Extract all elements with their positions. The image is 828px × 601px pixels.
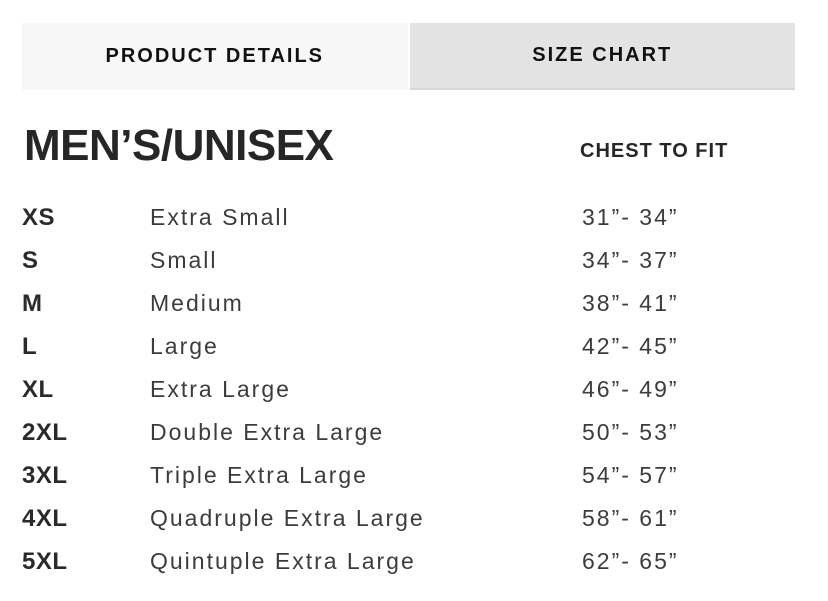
size-code-cell: M [22,289,43,317]
table-row: S Small 34”- 37” [22,239,828,282]
size-name-cell: Large [150,333,219,359]
size-code-cell: L [22,332,38,360]
size-name-cell: Double Extra Large [150,419,385,445]
table-row: XS Extra Small 31”- 34” [22,196,828,239]
tab-product-details[interactable]: PRODUCT DETAILS [22,23,408,90]
chest-range-cell: 62”- 65” [582,548,679,574]
table-row: 4XL Quadruple Extra Large 58”- 61” [22,497,828,540]
table-row: L Large 42”- 45” [22,325,828,368]
size-code-cell: 3XL [22,461,68,489]
size-code-cell: XS [22,203,56,231]
table-row: 3XL Triple Extra Large 54”- 57” [22,454,828,497]
chest-range-cell: 58”- 61” [582,505,679,531]
chest-range-cell: 50”- 53” [582,419,679,445]
chest-range-cell: 31”- 34” [582,204,679,230]
table-row: 2XL Double Extra Large 50”- 53” [22,411,828,454]
table-row: 5XL Quintuple Extra Large 62”- 65” [22,540,828,583]
size-name-cell: Extra Large [150,376,291,402]
chest-range-cell: 38”- 41” [582,290,679,316]
size-name-cell: Quintuple Extra Large [150,548,416,574]
size-code-cell: 5XL [22,547,68,575]
table-row: XL Extra Large 46”- 49” [22,368,828,411]
table-row: M Medium 38”- 41” [22,282,828,325]
page-title: MEN’S/UNISEX [24,121,334,170]
size-name-cell: Small [150,247,218,273]
size-name-cell: Extra Small [150,204,290,230]
size-name-cell: Medium [150,290,244,316]
size-chart-table: XS Extra Small 31”- 34” S Small 34”- 37”… [0,196,828,583]
chest-range-cell: 46”- 49” [582,376,679,402]
size-code-cell: S [22,246,39,274]
chest-range-cell: 34”- 37” [582,247,679,273]
size-code-cell: XL [22,375,54,403]
tab-size-chart[interactable]: SIZE CHART [409,23,795,90]
size-code-cell: 4XL [22,504,68,532]
size-code-cell: 2XL [22,418,68,446]
chest-range-cell: 42”- 45” [582,333,679,359]
section-header: MEN’S/UNISEX CHEST TO FIT [0,122,828,168]
tab-bar: PRODUCT DETAILS SIZE CHART [22,23,795,90]
chest-to-fit-header: CHEST TO FIT [580,140,729,162]
size-name-cell: Quadruple Extra Large [150,505,425,531]
size-name-cell: Triple Extra Large [150,462,368,488]
chest-range-cell: 54”- 57” [582,462,679,488]
